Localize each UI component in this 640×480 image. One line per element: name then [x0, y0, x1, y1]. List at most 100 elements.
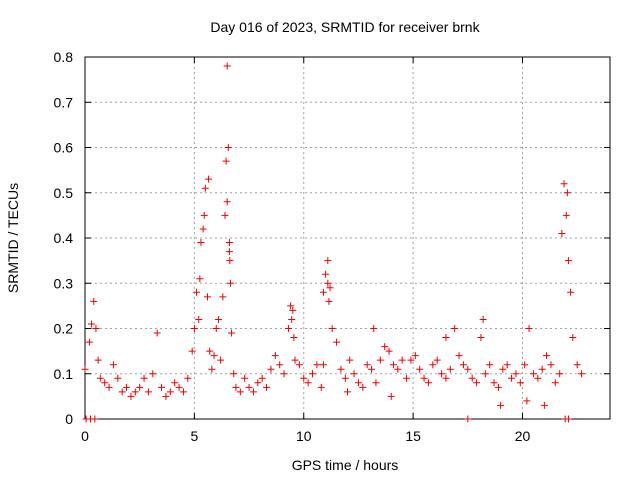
data-point	[372, 379, 380, 387]
data-point	[468, 374, 476, 382]
data-point	[573, 361, 581, 369]
data-point	[376, 356, 384, 364]
data-point	[560, 180, 568, 188]
chart-title: Day 016 of 2023, SRMTID for receiver brn…	[210, 19, 480, 35]
data-point	[523, 397, 531, 405]
data-point	[508, 374, 516, 382]
data-point	[226, 279, 234, 287]
data-point	[179, 388, 187, 396]
data-point	[556, 370, 564, 378]
data-point	[521, 361, 529, 369]
data-point	[319, 288, 327, 296]
data-point	[123, 383, 131, 391]
data-point	[85, 338, 93, 346]
data-point	[543, 352, 551, 360]
data-point	[564, 257, 572, 265]
data-point	[328, 325, 336, 332]
data-point	[153, 329, 161, 337]
data-point	[325, 297, 333, 305]
data-point	[223, 198, 231, 206]
data-point	[288, 315, 296, 323]
data-point	[287, 302, 295, 310]
data-point	[114, 374, 122, 382]
data-point	[195, 315, 203, 323]
data-point	[280, 370, 288, 378]
data-point	[224, 144, 232, 151]
data-point	[190, 325, 198, 332]
data-point	[109, 361, 117, 369]
data-point	[219, 293, 227, 301]
data-point	[442, 334, 450, 342]
data-point	[317, 383, 325, 391]
data-point	[175, 383, 183, 391]
data-point	[205, 175, 213, 183]
data-point	[210, 352, 218, 360]
data-point	[214, 315, 222, 323]
data-point	[534, 374, 542, 382]
y-tick-label: 0.3	[54, 275, 74, 291]
data-point	[416, 365, 424, 373]
data-point	[464, 365, 472, 373]
data-point	[254, 379, 262, 387]
data-point	[289, 306, 297, 314]
data-point	[313, 361, 321, 369]
gridlines	[85, 57, 610, 419]
data-point	[433, 356, 441, 364]
data-point	[551, 379, 559, 387]
data-point	[481, 370, 489, 378]
data-point	[429, 361, 437, 369]
data-point	[200, 211, 208, 219]
data-point	[236, 388, 244, 396]
x-tick-label: 0	[81, 428, 89, 444]
data-point	[217, 356, 225, 364]
data-point	[258, 374, 266, 382]
data-point	[81, 365, 89, 373]
x-axis-label: GPS time / hours	[292, 457, 399, 473]
y-tick-label: 0.6	[54, 140, 74, 156]
data-point	[208, 365, 216, 373]
data-point	[149, 370, 157, 378]
data-point	[525, 325, 533, 332]
data-point	[230, 370, 238, 378]
data-point	[403, 374, 411, 382]
data-point	[166, 388, 174, 396]
data-point	[290, 334, 298, 342]
data-point	[387, 392, 395, 400]
data-point	[140, 374, 148, 382]
tick-labels: 0 0.1 0.2 0.3 0.4 0.5 0.6 0.7 0.8 0 5 10 15 20	[54, 49, 531, 444]
y-axis-label: SRMTID / TECUs	[5, 183, 21, 293]
data-point	[267, 365, 275, 373]
data-point	[188, 347, 196, 355]
data-point	[512, 370, 520, 378]
y-tick-label: 0.1	[54, 366, 74, 382]
data-points	[81, 62, 586, 423]
data-point	[333, 338, 341, 346]
data-point	[499, 365, 507, 373]
data-point	[569, 334, 577, 342]
data-point	[346, 356, 354, 364]
data-point	[564, 415, 572, 423]
data-point	[341, 374, 349, 382]
data-point	[394, 365, 402, 373]
data-point	[241, 374, 249, 382]
data-point	[225, 248, 233, 256]
data-point	[438, 370, 446, 378]
data-point	[381, 343, 389, 351]
data-point	[88, 320, 96, 328]
data-point	[212, 325, 220, 332]
data-point	[263, 383, 271, 391]
data-point	[547, 361, 555, 369]
data-point	[304, 379, 312, 387]
data-point	[94, 356, 102, 364]
data-point	[91, 415, 99, 423]
data-point	[398, 356, 406, 364]
data-point	[92, 325, 100, 332]
data-point	[486, 361, 494, 369]
data-point	[446, 365, 454, 373]
y-tick-label: 0.8	[54, 49, 74, 65]
data-point	[322, 270, 330, 278]
y-tick-label: 0.5	[54, 185, 74, 201]
x-tick-label: 20	[515, 428, 531, 444]
data-point	[420, 374, 428, 382]
